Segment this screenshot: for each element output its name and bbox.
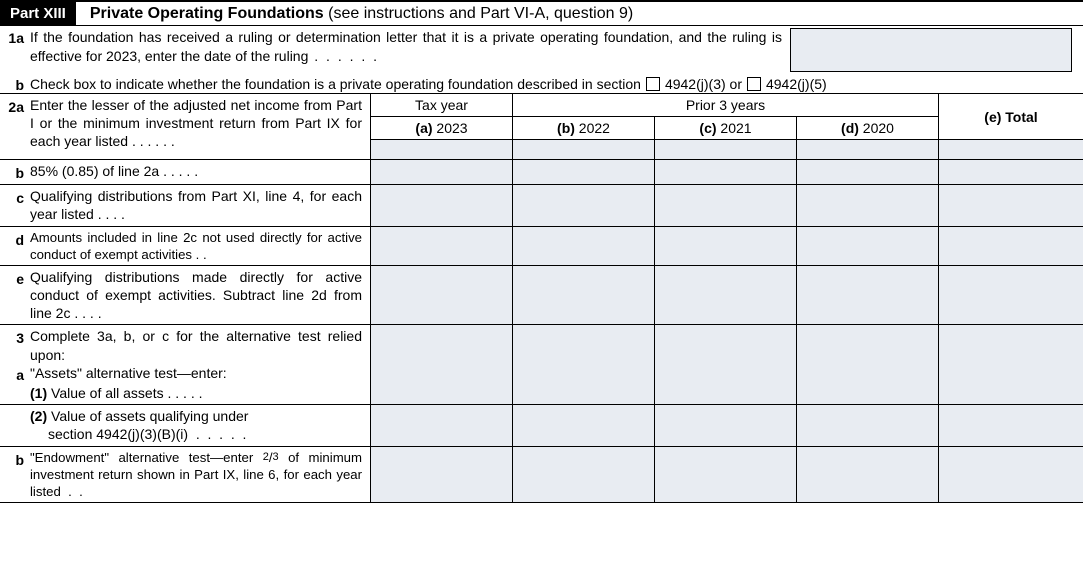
row-2a-desc: 2a Enter the lesser of the adjusted net … [0,94,370,160]
checkbox-4942j3[interactable] [646,77,660,91]
col-a: (a) 2023 [370,117,512,140]
hdr-prior: Prior 3 years [512,94,938,117]
cell-2c-d[interactable] [796,185,938,226]
cell-2d-a[interactable] [370,227,512,266]
line-1a-text: If the foundation has received a ruling … [30,28,790,66]
ruling-date-field[interactable] [790,28,1072,72]
cell-3a1-b[interactable] [512,325,654,405]
line-1a: 1a If the foundation has received a ruli… [0,26,1083,72]
cell-3a2-d[interactable] [796,405,938,446]
line-1a-num: 1a [0,28,30,46]
opt-4942j5-label: 4942(j)(5) [766,76,827,92]
cell-3b-b[interactable] [512,447,654,503]
cell-2b-b[interactable] [512,160,654,185]
cell-2c-e[interactable] [938,185,1083,226]
cell-2a-b[interactable] [512,140,654,160]
part-title: Private Operating Foundations (see instr… [90,5,633,23]
cell-3a2-b[interactable] [512,405,654,446]
row-3b-desc: b "Endowment" alternative test—enter 2/3… [0,447,370,503]
checkbox-4942j5[interactable] [747,77,761,91]
cell-2a-d[interactable] [796,140,938,160]
line-1b-num: b [0,75,30,93]
cell-2c-b[interactable] [512,185,654,226]
hdr-total: (e) Total [938,94,1083,140]
cell-3a1-c[interactable] [654,325,796,405]
part-label: Part XIII [0,2,76,25]
cell-2b-e[interactable] [938,160,1083,185]
form-part-xiii: Part XIII Private Operating Foundations … [0,0,1083,503]
cell-2d-c[interactable] [654,227,796,266]
cell-2c-c[interactable] [654,185,796,226]
cell-2d-b[interactable] [512,227,654,266]
cell-2c-a[interactable] [370,185,512,226]
cell-3b-e[interactable] [938,447,1083,503]
cell-2a-c[interactable] [654,140,796,160]
cell-2e-b[interactable] [512,266,654,326]
cell-2e-a[interactable] [370,266,512,326]
col-c: (c) 2021 [654,117,796,140]
opt-4942j3-label: 4942(j)(3) or [665,76,742,92]
cell-2d-d[interactable] [796,227,938,266]
col-b: (b) 2022 [512,117,654,140]
row-2c-desc: c Qualifying distributions from Part XI,… [0,185,370,226]
row-3-desc: 3 Complete 3a, b, or c for the alternati… [0,325,370,405]
cell-2b-a[interactable] [370,160,512,185]
line-1b-text: Check box to indicate whether the founda… [30,76,641,92]
row-2b-desc: b 85% (0.85) of line 2a . . . . . [0,160,370,185]
cell-3a2-a[interactable] [370,405,512,446]
row-2d-desc: d Amounts included in line 2c not used d… [0,227,370,266]
cell-2e-e[interactable] [938,266,1083,326]
part-header: Part XIII Private Operating Foundations … [0,2,1083,26]
row-3a2-desc: (2) Value of assets qualifying under sec… [0,405,370,446]
cell-3b-d[interactable] [796,447,938,503]
cell-3b-a[interactable] [370,447,512,503]
hdr-taxyear: Tax year [370,94,512,117]
row-2e-desc: e Qualifying distributions made directly… [0,266,370,326]
cell-3a1-d[interactable] [796,325,938,405]
cell-2e-d[interactable] [796,266,938,326]
cell-3b-c[interactable] [654,447,796,503]
cell-2a-e[interactable] [938,140,1083,160]
cell-2b-c[interactable] [654,160,796,185]
cell-2e-c[interactable] [654,266,796,326]
cell-3a1-e[interactable] [938,325,1083,405]
grid: 2a Enter the lesser of the adjusted net … [0,93,1083,503]
line-1b: b Check box to indicate whether the foun… [0,72,1083,93]
cell-3a2-c[interactable] [654,405,796,446]
cell-2a-a[interactable] [370,140,512,160]
cell-2b-d[interactable] [796,160,938,185]
col-d: (d) 2020 [796,117,938,140]
cell-3a1-a[interactable] [370,325,512,405]
cell-3a2-e[interactable] [938,405,1083,446]
cell-2d-e[interactable] [938,227,1083,266]
